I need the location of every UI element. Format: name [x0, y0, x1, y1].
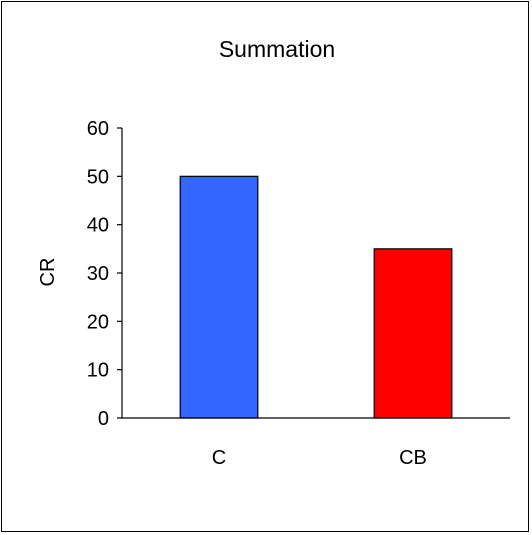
y-tick-label: 60 [87, 118, 109, 140]
bar-c [179, 175, 259, 419]
y-axis-label: CR [37, 258, 59, 287]
y-tick-label: 0 [98, 408, 109, 430]
x-tick-label: C [212, 447, 226, 469]
y-tick-label: 40 [87, 215, 109, 237]
bar-cb [373, 248, 453, 419]
y-tick-label: 30 [87, 263, 109, 285]
y-tick-label: 10 [87, 360, 109, 382]
x-tick-label: CB [399, 447, 427, 469]
y-tick-label: 20 [87, 311, 109, 333]
ticks-group: C CB 0 10 20 30 40 50 60 [87, 118, 427, 469]
chart-title: Summation [219, 36, 335, 62]
bars-group [179, 175, 453, 419]
y-tick-label: 50 [87, 166, 109, 188]
